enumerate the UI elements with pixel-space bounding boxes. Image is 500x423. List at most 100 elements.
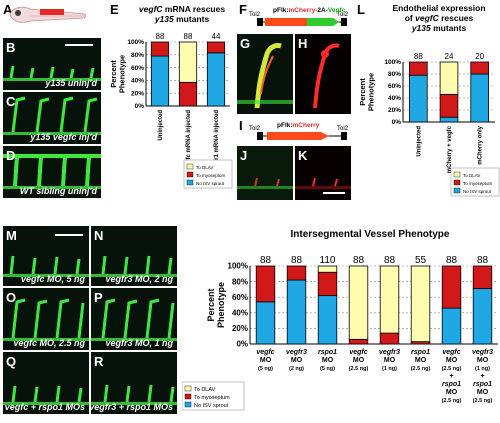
panel-label: I: [239, 118, 243, 133]
panel-e: E vegfC mRNA rescues y135 mutants 0% 20% 40%…: [106, 0, 234, 200]
x-tick-label: MO: [291, 357, 303, 364]
x-tick-label: (2.5 ng): [442, 366, 462, 372]
y-axis-label: PercentPhenotype: [109, 55, 127, 93]
panel-label: M: [6, 228, 17, 243]
vessel-image: [3, 298, 89, 341]
n-label: 88: [477, 255, 489, 266]
panel-label: B: [6, 40, 16, 55]
x-tick-label: rspo1: [473, 381, 492, 388]
legend-label: No ISV sprout: [194, 403, 229, 409]
scale-bar: [55, 234, 83, 236]
x-tick-label: (1 ng): [382, 366, 397, 372]
legend-label: No ISV sprout: [463, 189, 492, 194]
x-tick-label: (2.5 ng): [442, 398, 462, 404]
vessel-image: [91, 384, 177, 405]
y-tick-label: 100%: [384, 59, 401, 66]
scale-bar: [323, 192, 345, 194]
y-axis-label: PercentPhenotype: [358, 73, 376, 111]
panel-f: F Tol2 Tol2 pFlk:mCherry-2A-Vegfc: [237, 0, 352, 32]
panel-label: N: [94, 228, 104, 243]
panel-caption: vegfc + rspo1 MOs: [4, 402, 85, 412]
bar-segment: [255, 301, 276, 345]
panel-caption: vegfr3 MO, 2 ng: [105, 274, 173, 284]
x-tick-label: mCherry + vegfc: [447, 125, 453, 173]
cell-image: [295, 177, 351, 189]
x-tick-label: Uninjected: [158, 110, 164, 141]
y-tick-label: 40%: [388, 95, 401, 102]
legend-label: To myoseptum: [463, 181, 493, 186]
bar-segment: [286, 279, 307, 345]
n-label: 88: [291, 255, 303, 266]
tol2-left-label: Tol2: [249, 12, 261, 18]
cell-image: [237, 43, 293, 109]
vessel-image: [3, 154, 101, 189]
panel-b-micrograph: B y135 uninj'd: [3, 38, 101, 90]
x-tick-label: Uninjected: [416, 126, 422, 157]
x-tick-label: rspo1: [442, 381, 461, 388]
n-label: 88: [446, 255, 458, 266]
n-label: 88: [260, 255, 272, 266]
x-tick-label: rspo1: [411, 349, 430, 356]
tol2-right-label: Tol2: [337, 126, 349, 132]
tol2-right-label: Tol2: [337, 12, 349, 18]
y-tick-label: 60%: [388, 83, 401, 90]
bar-segment: [472, 288, 493, 345]
y-tick-label: 80%: [388, 71, 401, 78]
x-tick-label: MO: [384, 357, 396, 364]
panel-i: I Tol2 Tol2 pFlk:mCherry: [237, 116, 352, 144]
panel-caption: vegfr3 + rspo1 MOs: [91, 402, 173, 412]
n-label: 44: [212, 32, 221, 41]
bar-segment: [472, 265, 493, 290]
n-label: 55: [415, 255, 427, 266]
legend-swatch: [186, 163, 194, 170]
legend-label: To DLAV: [196, 165, 213, 170]
x-tick-label: (2 ng): [289, 366, 304, 372]
y-tick-label: 0%: [392, 119, 402, 126]
n-label: 88: [384, 255, 396, 266]
panel-s: Intersegmental Vessel Phenotype 0% 20% 40% 6…: [182, 226, 500, 423]
bar-segment: [409, 61, 428, 76]
bar-segment: [439, 61, 459, 95]
panel-label: A: [3, 2, 13, 17]
panel-label: K: [298, 148, 308, 163]
legend-swatch: [184, 393, 192, 400]
y-tick-label: 40%: [232, 308, 248, 317]
bar-segment: [439, 116, 459, 123]
x-tick-label: vegfc: [256, 349, 274, 356]
x-tick-label: MO: [446, 357, 458, 364]
construct-diagram-i: Tol2 Tol2 pFlk:mCherry: [249, 122, 349, 140]
panel-label: L: [357, 2, 365, 17]
panel-label: P: [94, 290, 103, 305]
y-tick-label: 60%: [232, 293, 248, 302]
x-tick-label: (5 ng): [320, 366, 335, 372]
panel-caption: y135 uninj'd: [45, 78, 97, 88]
bar-segment: [206, 41, 226, 54]
panel-caption: WT sibling uninj'd: [19, 186, 97, 196]
panel-a: A: [0, 0, 92, 32]
bar-segment: [317, 295, 338, 345]
bar-segment: [150, 55, 170, 107]
legend-label: To DLAV: [194, 387, 216, 393]
construct-diagram-f: Tol2 Tol2 pFlk:mCherry-2A-Vegfc: [249, 7, 349, 26]
panel-caption: vegfc MO, 5 ng: [20, 274, 85, 284]
legend-label: To myoseptum: [194, 395, 230, 401]
x-tick-label: rspo1: [318, 349, 337, 356]
cell-image: [237, 177, 293, 189]
chart-title: Intersegmental Vessel Phenotype: [291, 229, 450, 240]
panel-label: O: [6, 290, 17, 305]
legend-swatch: [186, 179, 194, 186]
y-tick-label: 100%: [127, 39, 144, 46]
panel-o-micrograph: O vegfc MO, 2.5 ng: [3, 288, 89, 350]
y-tick-label: 20%: [232, 324, 248, 333]
bar-segment: [379, 265, 400, 334]
cell-image: [313, 43, 340, 109]
n-label: 20: [475, 52, 484, 61]
panel-label: D: [6, 148, 16, 163]
vessel-image: [3, 385, 89, 405]
legend-swatch: [453, 179, 461, 186]
x-tick-label: MO: [477, 357, 489, 364]
x-tick-label: vegfc mRNA injected: [186, 110, 192, 170]
x-tick-label: vegfr1 mRNA injected: [214, 110, 220, 172]
x-tick-label: MO: [477, 389, 489, 396]
